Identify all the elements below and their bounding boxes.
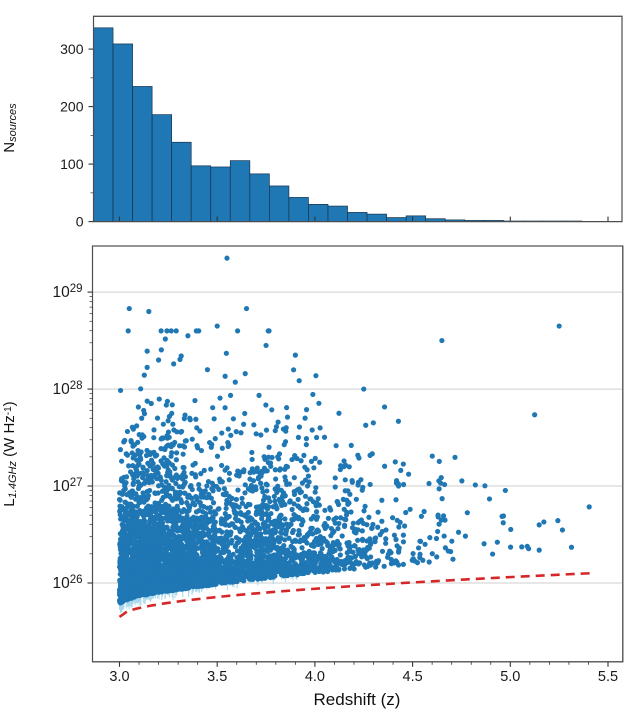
svg-text:100: 100 — [60, 156, 84, 172]
svg-text:4.5: 4.5 — [403, 669, 423, 685]
svg-text:3.0: 3.0 — [109, 669, 129, 685]
svg-text:5.5: 5.5 — [598, 669, 618, 685]
svg-text:4.0: 4.0 — [305, 669, 325, 685]
svg-text:300: 300 — [60, 41, 84, 57]
svg-text:5.0: 5.0 — [500, 669, 520, 685]
svg-text:Redshift (z): Redshift (z) — [314, 690, 401, 709]
svg-text:0: 0 — [76, 214, 84, 230]
svg-text:200: 200 — [60, 99, 84, 115]
svg-text:3.5: 3.5 — [207, 669, 227, 685]
